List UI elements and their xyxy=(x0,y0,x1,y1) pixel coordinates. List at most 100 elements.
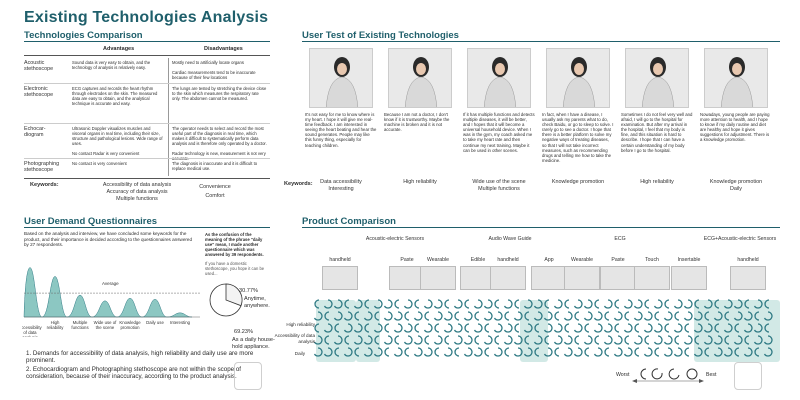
chart-category-label: promotion xyxy=(120,325,140,330)
product-underline xyxy=(302,227,780,229)
rating-mark xyxy=(683,299,693,309)
metric-label-1: Accessibility of data analysis xyxy=(274,333,315,344)
rating-mark xyxy=(643,323,653,333)
user-quote: Nowadays, young people are paying more a… xyxy=(700,112,770,143)
rating-mark xyxy=(433,335,443,345)
chart-category-label: Wide use of xyxy=(94,320,117,325)
rating-mark xyxy=(753,299,763,309)
rating-mark xyxy=(383,311,393,321)
rating-mark xyxy=(353,323,363,333)
rating-mark xyxy=(584,323,590,333)
scale-mark-2 xyxy=(651,368,663,380)
user-test-title: User Test of Existing Technologies xyxy=(302,30,459,41)
rating-mark xyxy=(573,323,583,333)
scale-legend xyxy=(632,368,704,383)
rating-mark xyxy=(523,299,533,309)
rating-mark xyxy=(694,299,700,309)
rating-mark xyxy=(573,299,583,309)
rating-mark xyxy=(333,299,343,309)
product-group-label: ECG+Acoustic-electric Sensors xyxy=(703,236,777,242)
rating-mark xyxy=(484,347,490,357)
user-quote: If it has multiple functions and detects… xyxy=(463,112,535,153)
rating-mark xyxy=(583,311,593,321)
rating-mark xyxy=(713,311,723,321)
rating-mark xyxy=(623,299,633,309)
scale-mark-1 xyxy=(640,368,647,380)
rating-mark xyxy=(763,335,773,345)
confusion-title: As the confusion of the meaning of the p… xyxy=(205,232,264,257)
product-item-label: Paste xyxy=(611,257,625,263)
rating-mark xyxy=(523,323,533,333)
user-keyword: Wide use of the scene Multiple functions xyxy=(472,179,526,192)
rating-mark xyxy=(603,335,613,345)
rating-mark xyxy=(443,311,453,321)
rating-mark xyxy=(703,335,713,345)
rating-mark xyxy=(324,335,330,345)
rating-mark xyxy=(744,299,750,309)
rating-mark xyxy=(364,299,370,309)
rating-mark xyxy=(453,299,463,309)
rating-mark xyxy=(313,335,323,345)
rating-mark xyxy=(514,323,520,333)
rating-mark xyxy=(593,323,603,333)
rating-mark xyxy=(454,311,460,321)
rating-mark xyxy=(363,335,373,345)
rating-mark xyxy=(423,323,433,333)
rating-mark xyxy=(713,335,723,345)
rating-mark xyxy=(744,335,750,345)
rating-mark xyxy=(494,335,500,345)
rating-mark xyxy=(663,335,673,345)
rating-mark xyxy=(424,335,430,345)
rating-mark xyxy=(323,323,333,333)
rating-mark xyxy=(593,347,603,357)
rating-mark xyxy=(613,311,623,321)
rating-mark xyxy=(444,335,450,345)
questionnaire-underline xyxy=(24,227,270,229)
rating-mark xyxy=(663,347,673,357)
rating-mark xyxy=(453,335,463,345)
rating-mark xyxy=(624,335,630,345)
rating-mark xyxy=(703,323,713,333)
rating-mark xyxy=(413,347,423,357)
person-silhouette-icon xyxy=(720,57,754,107)
pie-slice-a xyxy=(225,283,243,307)
rating-mark xyxy=(573,347,583,357)
rating-mark xyxy=(423,299,433,309)
tech-section-title: Technologies Comparison xyxy=(24,30,143,41)
chart-category-label: functions xyxy=(71,325,88,330)
rating-mark xyxy=(463,347,473,357)
product-image xyxy=(600,266,636,290)
rating-mark xyxy=(493,323,503,333)
product-image xyxy=(671,266,707,290)
tech-keywords-right: Convenience Comfort xyxy=(185,184,245,200)
conclusion-2-text: 2. Echocardiogram and Photographing stet… xyxy=(26,366,241,381)
rating-mark xyxy=(353,299,363,309)
rating-mark xyxy=(484,323,490,333)
advantages-header: Advantages xyxy=(103,46,135,52)
rating-mark xyxy=(674,335,680,345)
rating-mark xyxy=(674,311,680,321)
table-column-divider xyxy=(168,58,169,176)
rating-mark xyxy=(693,311,703,321)
product-image xyxy=(490,266,526,290)
rating-mark xyxy=(564,323,570,333)
rating-mark xyxy=(473,299,483,309)
rating-mark xyxy=(754,347,760,357)
rating-mark xyxy=(433,311,443,321)
rating-mark xyxy=(664,299,670,309)
rating-mark xyxy=(343,323,353,333)
rating-mark xyxy=(394,299,400,309)
product-item-label: App xyxy=(544,257,554,263)
rating-mark xyxy=(333,335,343,345)
rating-mark xyxy=(323,347,333,357)
user-photo xyxy=(388,48,452,108)
product-group-label: ECG xyxy=(614,236,626,242)
rating-mark xyxy=(504,347,510,357)
rating-mark xyxy=(623,323,633,333)
rating-mark xyxy=(753,323,763,333)
keyword: Accuracy of data analysis xyxy=(106,188,168,195)
rating-mark xyxy=(354,311,360,321)
rating-mark xyxy=(434,323,440,333)
rating-mark xyxy=(564,299,570,309)
